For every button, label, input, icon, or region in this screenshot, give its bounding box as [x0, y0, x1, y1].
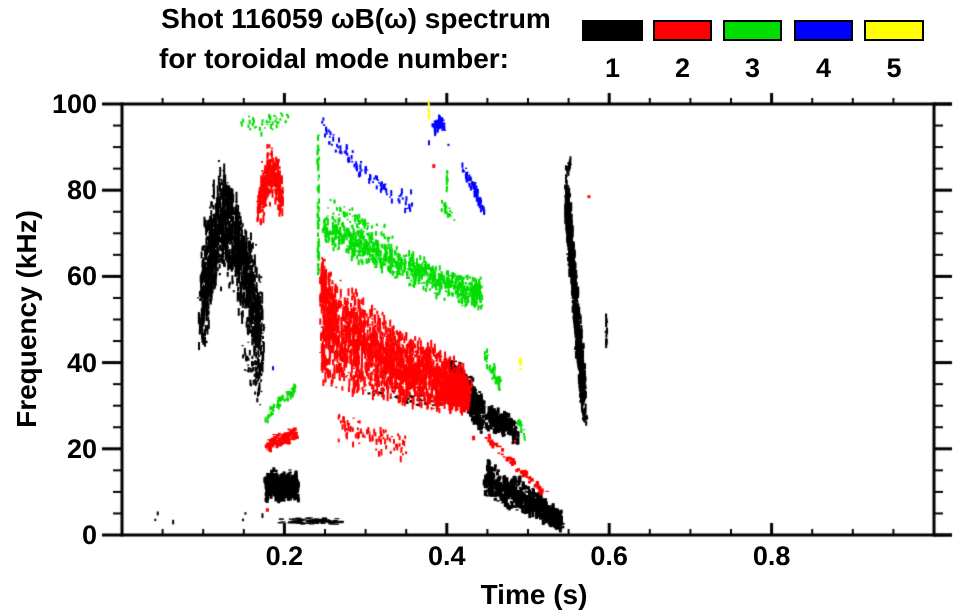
y-tick-label: 0: [81, 520, 97, 550]
y-tick-label: 60: [66, 261, 97, 292]
legend-label-mode-4: 4: [815, 53, 832, 83]
legend-label-mode-3: 3: [744, 53, 761, 83]
chart-title-line1: Shot 116059 ωB(ω) spectrum: [161, 3, 551, 34]
mode-legend: 1 2 3 4 5: [0, 0, 963, 90]
y-tick-label: 20: [66, 433, 97, 464]
legend-swatch-mode-5: [864, 20, 924, 41]
legend-label-mode-5: 5: [886, 53, 902, 83]
x-tick-label: 0.6: [590, 541, 628, 571]
x-tick-label: 0.2: [265, 541, 304, 571]
legend-swatch-mode-2: [653, 20, 712, 41]
x-tick-label: 0.8: [752, 541, 791, 571]
y-tick-label: 100: [51, 89, 97, 119]
y-tick-label: 80: [66, 175, 97, 206]
legend-swatch-mode-1: [582, 20, 643, 41]
y-axis-label: Frequency (kHz): [11, 210, 42, 428]
x-axis-label: Time (s): [480, 579, 588, 610]
x-tick-label: 0.4: [428, 541, 466, 571]
legend-label-mode-1: 1: [604, 53, 621, 83]
y-tick-label: 40: [66, 347, 97, 378]
legend-swatch-mode-3: [723, 20, 782, 41]
chart-title-line2: for toroidal mode number:: [159, 43, 509, 74]
legend-swatch-mode-4: [794, 20, 853, 41]
legend-label-mode-2: 2: [674, 53, 691, 83]
